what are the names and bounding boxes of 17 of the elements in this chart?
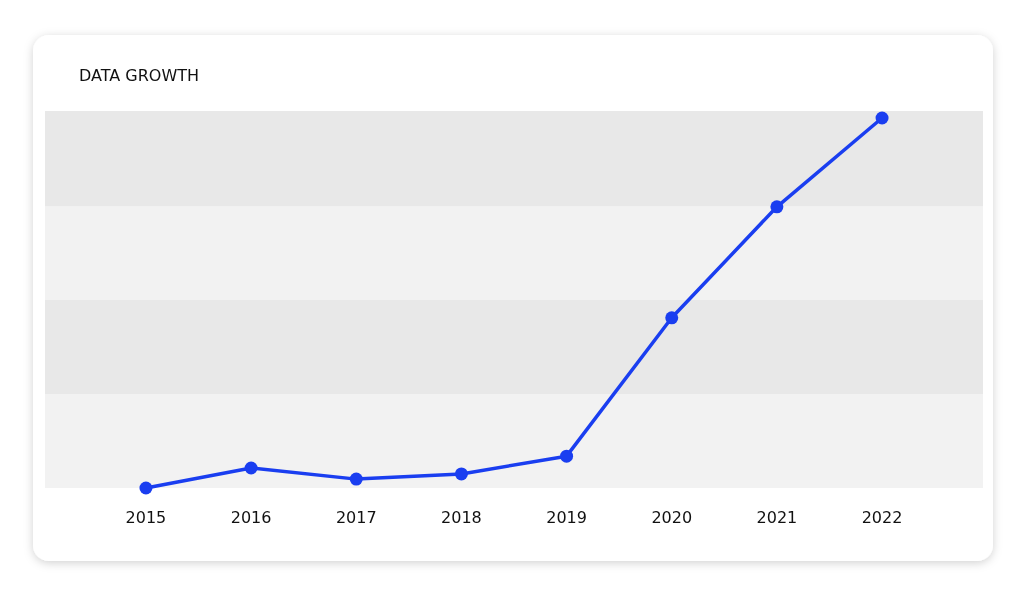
x-tick-label: 2018	[441, 508, 482, 527]
point	[560, 449, 574, 463]
x-tick-label: 2016	[230, 508, 272, 527]
point	[244, 461, 258, 475]
chart-title: DATA GROWTH	[79, 66, 200, 85]
point	[139, 481, 153, 495]
x-tick-label: 2017	[335, 508, 377, 527]
x-tick-label: 2015	[125, 508, 167, 527]
x-tick-label: 2020	[651, 508, 693, 527]
x-tick-label: 2019	[546, 508, 587, 527]
x-tick-label: 2021	[756, 508, 798, 527]
point	[875, 111, 889, 125]
point	[454, 467, 468, 481]
x-tick-label: 2022	[861, 508, 903, 527]
point	[665, 311, 679, 325]
point	[349, 472, 363, 486]
point	[770, 200, 784, 214]
